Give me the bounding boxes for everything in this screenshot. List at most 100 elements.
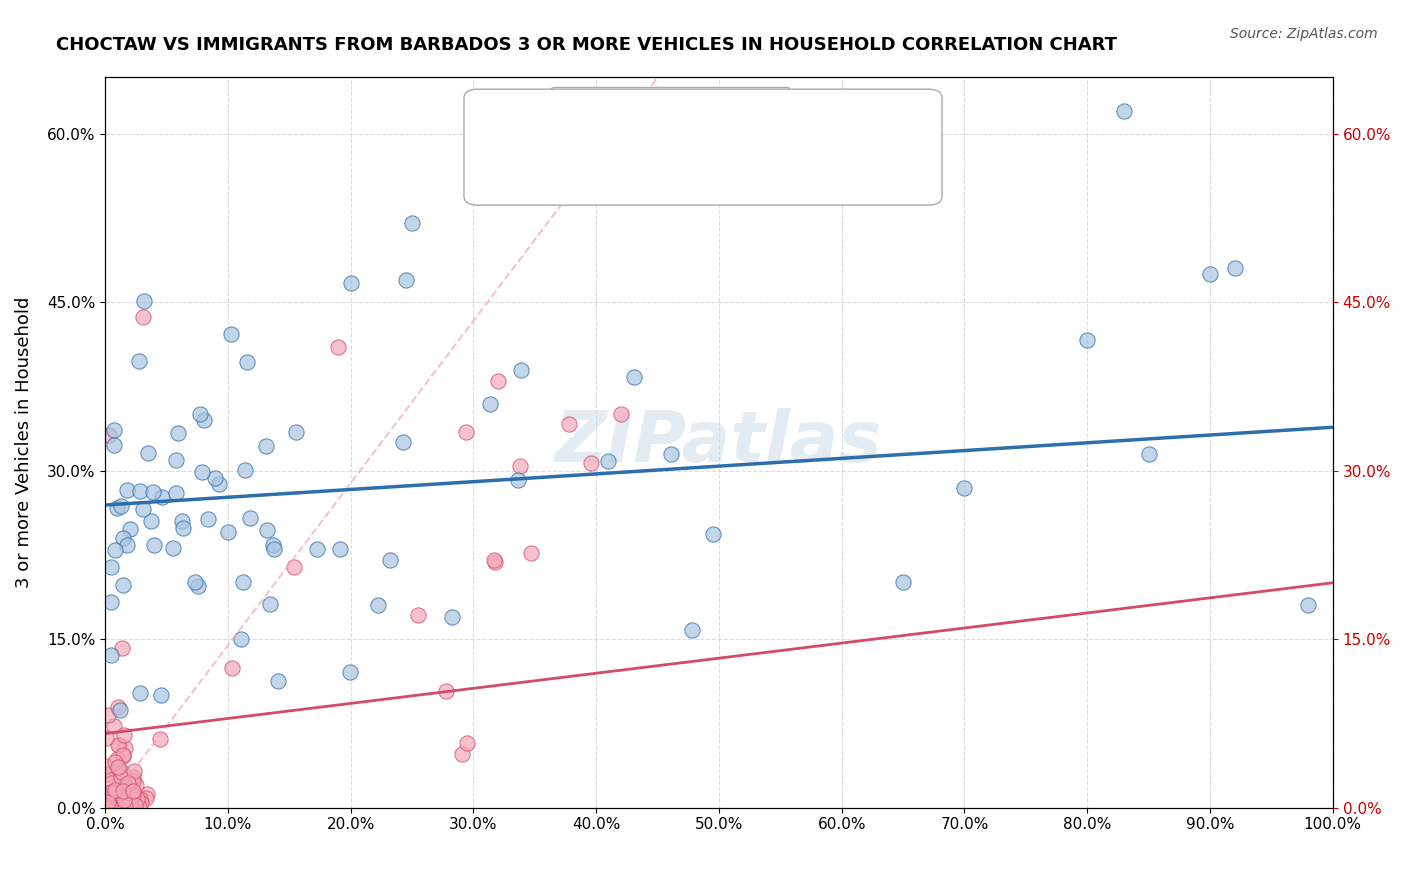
Immigrants from Barbados	[112, 748, 135, 763]
Immigrants from Barbados	[100, 766, 122, 780]
Choctaw	[120, 522, 142, 536]
Immigrants from Barbados	[132, 310, 155, 324]
Immigrants from Barbados	[122, 771, 145, 785]
Choctaw	[132, 502, 155, 516]
Immigrants from Barbados	[110, 770, 132, 784]
Immigrants from Barbados	[107, 761, 129, 775]
Immigrants from Barbados	[105, 752, 128, 766]
Immigrants from Barbados	[406, 607, 429, 622]
Immigrants from Barbados	[107, 699, 129, 714]
Choctaw	[285, 425, 308, 439]
Choctaw	[340, 276, 363, 290]
Choctaw	[1112, 104, 1135, 119]
Immigrants from Barbados	[122, 764, 145, 778]
Choctaw	[479, 397, 502, 411]
Choctaw	[401, 217, 423, 231]
Immigrants from Barbados	[484, 555, 506, 569]
Choctaw	[142, 485, 165, 500]
Choctaw	[463, 183, 485, 197]
Choctaw	[166, 425, 188, 440]
Immigrants from Barbados	[112, 749, 135, 764]
Immigrants from Barbados	[121, 784, 143, 798]
Choctaw	[112, 531, 135, 545]
Choctaw	[193, 412, 215, 426]
Immigrants from Barbados	[98, 796, 121, 810]
Choctaw	[239, 511, 262, 525]
Choctaw	[681, 623, 703, 637]
Choctaw	[263, 541, 285, 556]
Immigrants from Barbados	[100, 785, 122, 799]
Immigrants from Barbados	[107, 739, 129, 753]
Immigrants from Barbados	[107, 789, 129, 803]
Immigrants from Barbados	[107, 739, 129, 753]
Immigrants from Barbados	[129, 792, 152, 806]
Immigrants from Barbados	[101, 787, 124, 801]
Choctaw	[953, 481, 976, 495]
Immigrants from Barbados	[136, 787, 159, 801]
Immigrants from Barbados	[609, 408, 631, 422]
Choctaw	[623, 369, 645, 384]
Immigrants from Barbados	[117, 780, 139, 794]
Choctaw	[1296, 599, 1319, 613]
Immigrants from Barbados	[509, 458, 531, 473]
Immigrants from Barbados	[111, 784, 134, 798]
Immigrants from Barbados	[114, 800, 136, 814]
Choctaw	[329, 541, 352, 556]
Choctaw	[229, 632, 252, 646]
Immigrants from Barbados	[120, 790, 142, 805]
Immigrants from Barbados	[100, 789, 122, 804]
Legend: R = 0.169   N = 80, R = 0.156   N = 85: R = 0.169 N = 80, R = 0.156 N = 85	[550, 87, 790, 151]
Immigrants from Barbados	[129, 796, 152, 810]
Choctaw	[440, 610, 463, 624]
Immigrants from Barbados	[94, 799, 117, 814]
Immigrants from Barbados	[122, 789, 145, 803]
Immigrants from Barbados	[110, 783, 132, 797]
Choctaw	[1076, 333, 1098, 347]
Choctaw	[184, 574, 207, 589]
Choctaw	[191, 465, 214, 479]
Immigrants from Barbados	[283, 560, 305, 574]
Immigrants from Barbados	[104, 783, 127, 797]
Choctaw	[111, 578, 134, 592]
Choctaw	[100, 648, 122, 662]
Immigrants from Barbados	[105, 797, 128, 811]
Immigrants from Barbados	[97, 795, 120, 809]
Immigrants from Barbados	[100, 785, 122, 799]
Immigrants from Barbados	[482, 553, 505, 567]
Choctaw	[235, 463, 257, 477]
Immigrants from Barbados	[101, 788, 124, 802]
Immigrants from Barbados	[108, 788, 131, 802]
Immigrants from Barbados	[125, 778, 148, 792]
Immigrants from Barbados	[149, 731, 172, 746]
Choctaw	[262, 538, 284, 552]
Choctaw	[103, 438, 125, 452]
Immigrants from Barbados	[96, 759, 118, 773]
Choctaw	[254, 439, 277, 453]
Immigrants from Barbados	[103, 786, 125, 800]
Immigrants from Barbados	[115, 780, 138, 795]
Choctaw	[367, 598, 389, 612]
Immigrants from Barbados	[118, 797, 141, 811]
Choctaw	[510, 363, 533, 377]
Choctaw	[103, 423, 125, 437]
Choctaw	[232, 574, 254, 589]
Immigrants from Barbados	[519, 546, 541, 560]
Choctaw	[104, 543, 127, 558]
Choctaw	[702, 527, 724, 541]
Choctaw	[165, 486, 187, 500]
Choctaw	[100, 559, 122, 574]
Text: ZIPatlas: ZIPatlas	[555, 408, 883, 477]
Immigrants from Barbados	[94, 798, 117, 813]
Choctaw	[259, 597, 281, 611]
Choctaw	[150, 689, 173, 703]
Choctaw	[217, 525, 239, 540]
Choctaw	[596, 454, 619, 468]
Choctaw	[139, 514, 162, 528]
Immigrants from Barbados	[101, 787, 124, 801]
Immigrants from Barbados	[115, 772, 138, 787]
Immigrants from Barbados	[103, 719, 125, 733]
Immigrants from Barbados	[127, 792, 149, 806]
Immigrants from Barbados	[100, 776, 122, 790]
Immigrants from Barbados	[94, 731, 117, 745]
Choctaw	[188, 407, 211, 421]
